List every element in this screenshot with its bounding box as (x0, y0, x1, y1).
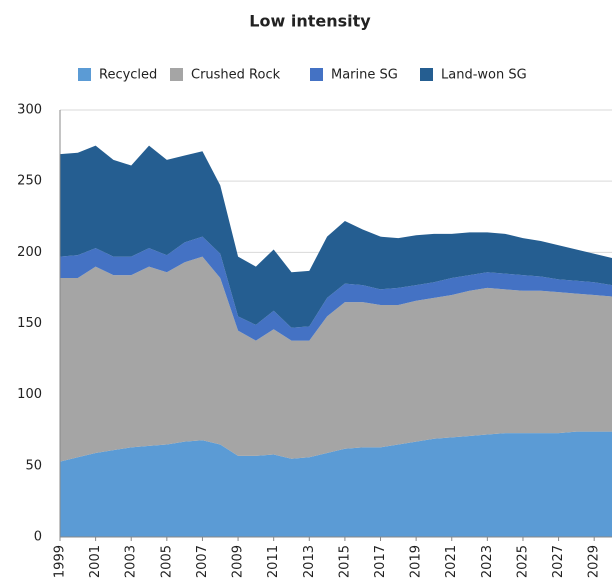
chart-title: Low intensity (249, 12, 371, 31)
legend-label: Recycled (99, 68, 157, 83)
area (60, 256, 612, 462)
x-tick-label: 2017 (373, 545, 388, 578)
x-tick-label: 2027 (551, 545, 566, 578)
x-tick-label: 2023 (480, 545, 495, 578)
y-tick-label: 50 (25, 458, 42, 473)
legend-label: Land-won SG (441, 68, 527, 83)
area (60, 145, 612, 328)
legend-swatch (310, 68, 323, 81)
x-tick-label: 2019 (409, 545, 424, 578)
y-tick-label: 100 (17, 387, 42, 402)
x-tick-label: 2003 (124, 545, 139, 578)
x-tick-label: 2013 (302, 545, 317, 578)
x-tick-label: 2021 (444, 545, 459, 578)
x-tick-label: 2005 (159, 545, 174, 578)
x-tick-label: 2025 (515, 545, 530, 578)
area (60, 236, 612, 341)
x-tick-label: 2029 (587, 545, 602, 578)
x-tick-label: 2009 (231, 545, 246, 578)
x-tick-label: 2007 (195, 545, 210, 578)
y-tick-label: 150 (17, 316, 42, 331)
legend-swatch (420, 68, 433, 81)
y-tick-label: 300 (17, 103, 42, 118)
area (60, 431, 612, 537)
legend-swatch (170, 68, 183, 81)
x-tick-label: 2015 (337, 545, 352, 578)
x-tick-label: 2011 (266, 545, 281, 578)
legend-label: Marine SG (331, 68, 398, 83)
x-tick-label: 1999 (53, 545, 68, 578)
y-tick-label: 200 (17, 245, 42, 260)
y-tick-label: 250 (17, 174, 42, 189)
legend-swatch (78, 68, 91, 81)
y-tick-label: 0 (34, 530, 42, 545)
x-tick-label: 2001 (88, 545, 103, 578)
legend-label: Crushed Rock (191, 68, 281, 83)
